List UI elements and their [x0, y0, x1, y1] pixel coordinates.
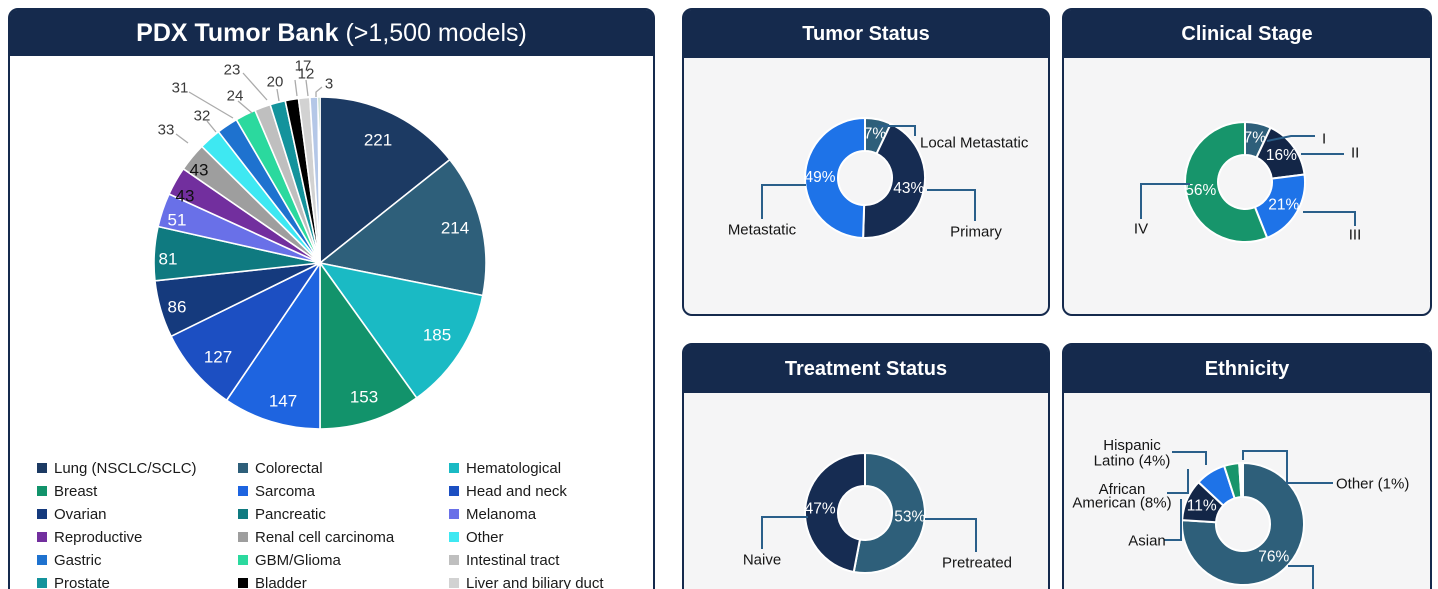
legend-item: Breast — [37, 483, 97, 500]
pie-legend: Lung (NSCLC/SCLC) Colorectal Hematological… — [10, 10, 657, 589]
legend-label: Ovarian — [54, 506, 107, 523]
legend-label: Gastric — [54, 552, 102, 569]
treatment-status-header: Treatment Status — [684, 345, 1048, 393]
legend-item: Reproductive — [37, 529, 142, 546]
legend-swatch — [37, 555, 47, 565]
legend-label: Pancreatic — [255, 506, 326, 523]
legend-label: Prostate — [54, 575, 110, 589]
legend-label: Breast — [54, 483, 98, 500]
clinical-stage-title: Clinical Stage — [1181, 22, 1313, 45]
legend-swatch — [238, 578, 248, 588]
legend-item: GBM/Glioma — [238, 552, 341, 569]
clinical-stage-header: Clinical Stage — [1064, 10, 1430, 58]
ethnicity-panel: Ethnicity — [1062, 343, 1432, 589]
legend-swatch — [238, 463, 248, 473]
legend-swatch — [238, 509, 248, 519]
legend-item: Colorectal — [238, 460, 323, 477]
legend-item: Liver and biliary duct — [449, 575, 604, 589]
tumor-bank-panel: PDX Tumor Bank (>1,500 models) Lung (NSC… — [8, 8, 655, 589]
legend-swatch — [449, 509, 459, 519]
legend-label: Head and neck — [466, 483, 567, 500]
legend-swatch — [37, 486, 47, 496]
legend-item: Ovarian — [37, 506, 107, 523]
legend-swatch — [238, 532, 248, 542]
legend-label: Sarcoma — [255, 483, 316, 500]
legend-swatch — [37, 509, 47, 519]
treatment-status-panel: Treatment Status — [682, 343, 1050, 589]
legend-swatch — [37, 578, 47, 588]
tumor-bank-header: PDX Tumor Bank (>1,500 models) — [10, 10, 653, 56]
legend-item: Intestinal tract — [449, 552, 559, 569]
legend-label: Reproductive — [54, 529, 143, 546]
legend-label: GBM/Glioma — [255, 552, 341, 569]
legend-label: Liver and biliary duct — [466, 575, 604, 589]
ethnicity-title: Ethnicity — [1204, 357, 1290, 380]
tumor-bank-title-bold: PDX Tumor Bank — [136, 18, 339, 47]
legend-swatch — [449, 532, 459, 542]
legend-label: Melanoma — [466, 506, 537, 523]
legend-item: Other — [449, 529, 504, 546]
tumor-bank-title-rest: (>1,500 models) — [345, 18, 527, 47]
legend-swatch — [449, 555, 459, 565]
legend-item: Sarcoma — [238, 483, 315, 500]
legend-item: Hematological — [449, 460, 561, 477]
legend-item: Melanoma — [449, 506, 536, 523]
legend-item: Gastric — [37, 552, 102, 569]
legend-swatch — [449, 578, 459, 588]
legend-item: Pancreatic — [238, 506, 326, 523]
tumor-status-panel: Tumor Status — [682, 8, 1050, 316]
legend-item: Prostate — [37, 575, 110, 589]
legend-item: Head and neck — [449, 483, 567, 500]
clinical-stage-panel: Clinical Stage — [1062, 8, 1432, 316]
legend-swatch — [37, 532, 47, 542]
legend-swatch — [449, 486, 459, 496]
legend-label: Intestinal tract — [466, 552, 560, 569]
treatment-status-title: Treatment Status — [784, 357, 948, 380]
tumor-status-title: Tumor Status — [802, 22, 930, 45]
legend-item: Renal cell carcinoma — [238, 529, 394, 546]
legend-label: Colorectal — [255, 460, 323, 477]
legend-swatch — [238, 486, 248, 496]
legend-swatch — [238, 555, 248, 565]
ethnicity-header: Ethnicity — [1064, 345, 1430, 393]
legend-label: Other — [466, 529, 504, 546]
legend-label: Renal cell carcinoma — [255, 529, 395, 546]
legend-label: Hematological — [466, 460, 562, 477]
legend-item: Bladder — [238, 575, 307, 589]
tumor-status-header: Tumor Status — [684, 10, 1048, 58]
legend-label: Bladder — [255, 575, 307, 589]
legend-swatch — [37, 463, 47, 473]
legend-swatch — [449, 463, 459, 473]
legend-label: Lung (NSCLC/SCLC) — [54, 460, 197, 477]
legend-item: Lung (NSCLC/SCLC) — [37, 460, 197, 477]
